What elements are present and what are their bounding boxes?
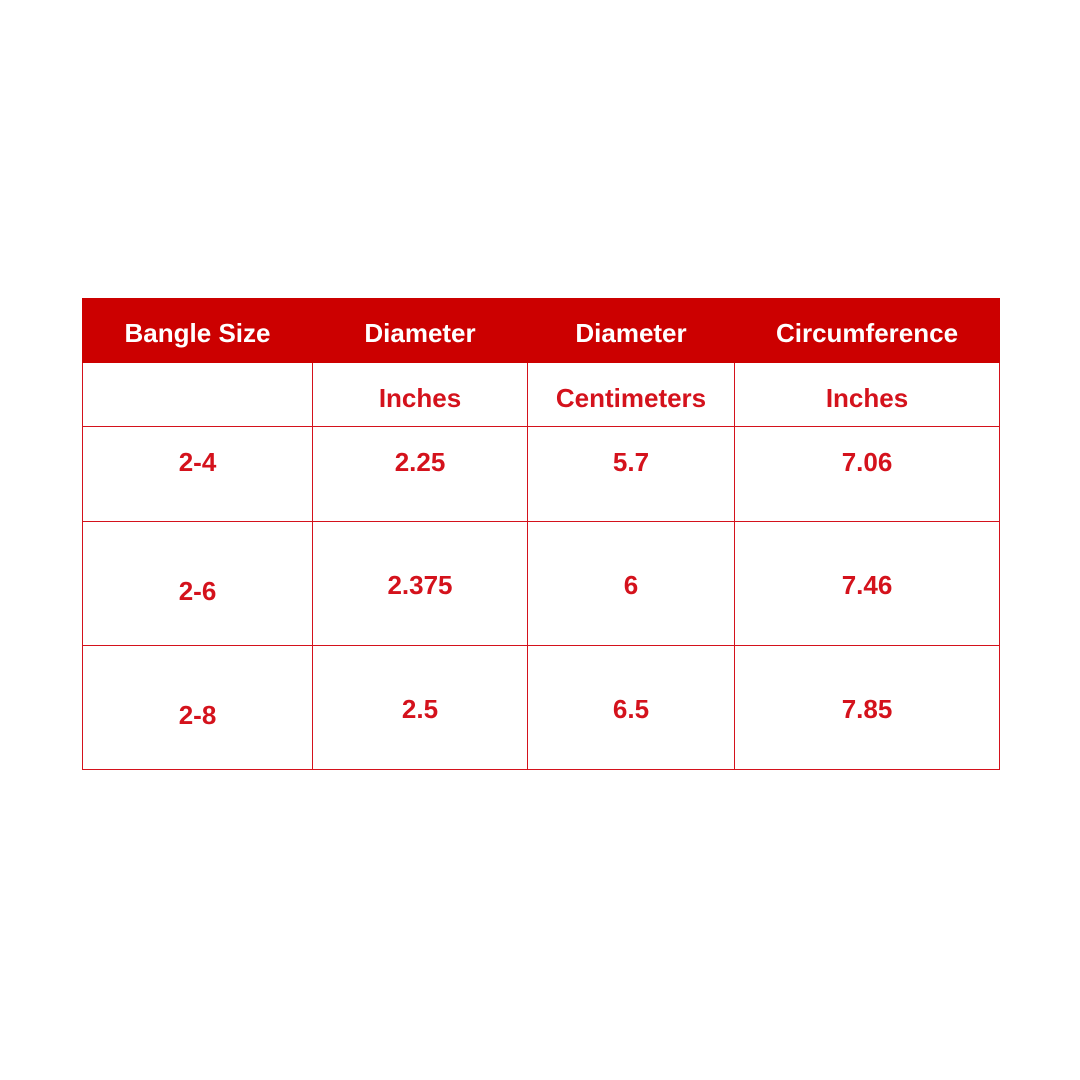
header-row: Bangle Size Diameter Diameter Circumfere… [82,298,1000,363]
unit-cell: Centimeters [527,362,735,427]
table-cell: 2-4 [82,426,313,522]
table-cell: 7.46 [734,521,1000,646]
header-cell: Diameter [312,298,528,363]
header-cell: Circumference [734,298,1000,363]
bangle-size-table: Bangle Size Diameter Diameter Circumfere… [82,298,1000,770]
unit-cell [82,362,313,427]
table-row: 2-6 2.375 6 7.46 [82,521,1000,646]
table-cell: 2-6 [82,521,313,646]
table-cell: 7.06 [734,426,1000,522]
table-cell: 5.7 [527,426,735,522]
table-cell: 6.5 [527,645,735,770]
table-cell: 2.5 [312,645,528,770]
units-row: Inches Centimeters Inches [82,362,1000,427]
table-cell: 2.375 [312,521,528,646]
table-cell: 6 [527,521,735,646]
header-cell: Bangle Size [82,298,313,363]
unit-cell: Inches [734,362,1000,427]
header-cell: Diameter [527,298,735,363]
table-cell: 7.85 [734,645,1000,770]
unit-cell: Inches [312,362,528,427]
table-cell: 2-8 [82,645,313,770]
table-row: 2-4 2.25 5.7 7.06 [82,426,1000,522]
table-row: 2-8 2.5 6.5 7.85 [82,645,1000,770]
table-cell: 2.25 [312,426,528,522]
